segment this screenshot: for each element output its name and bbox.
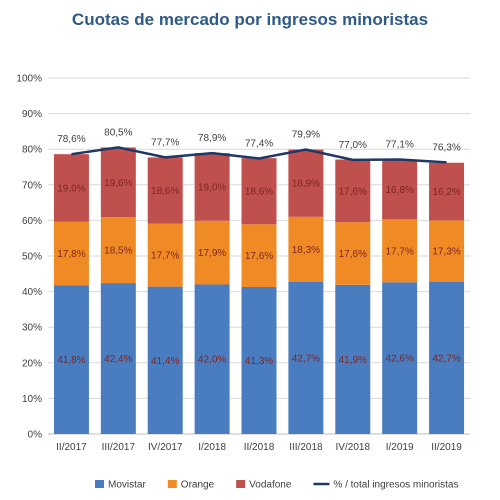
bar-segment-orange <box>382 219 418 283</box>
data-label: 17,6% <box>339 249 367 260</box>
y-tick-label: 20% <box>22 358 42 369</box>
y-tick-label: 60% <box>22 216 42 227</box>
y-tick-label: 90% <box>22 109 42 120</box>
x-tick-label: I/2018 <box>198 442 226 453</box>
data-label: 42,4% <box>104 354 132 365</box>
data-label: 41,8% <box>57 355 85 366</box>
legend-label: Movistar <box>108 480 146 491</box>
bar-segment-movistar <box>194 284 230 434</box>
x-tick-label: II/2017 <box>56 442 87 453</box>
bar-segment-orange <box>288 216 324 282</box>
bar-segment-vodafone <box>335 159 371 223</box>
bar-segment-movistar <box>382 282 418 434</box>
y-tick-label: 10% <box>22 394 42 405</box>
total-label: 80,5% <box>104 127 132 138</box>
total-label: 77,0% <box>339 140 367 151</box>
data-label: 41,4% <box>151 356 179 367</box>
data-label: 19,0% <box>57 184 85 195</box>
bar-segment-movistar <box>429 281 465 434</box>
total-label: 77,1% <box>385 140 413 151</box>
y-tick-label: 80% <box>22 145 42 156</box>
bar-segment-vodafone <box>147 157 183 224</box>
x-tick-label: IV/2017 <box>148 442 183 453</box>
legend-label: Orange <box>181 480 215 491</box>
bar-segment-orange <box>241 224 277 287</box>
data-label: 16,2% <box>432 187 460 198</box>
data-label: 18,3% <box>292 245 320 256</box>
bar-segment-vodafone <box>429 162 465 221</box>
data-label: 18,5% <box>104 246 132 257</box>
bar-segment-orange <box>335 222 371 285</box>
legend-swatch <box>95 480 104 488</box>
data-label: 19,0% <box>198 182 226 193</box>
bar-segment-vodafone <box>53 154 89 222</box>
bar-segment-vodafone <box>382 159 418 220</box>
bar-segment-orange <box>147 223 183 287</box>
x-tick-label: IV/2018 <box>336 442 371 453</box>
legend-label: Vodafone <box>249 480 292 491</box>
legend-swatch <box>236 480 246 488</box>
bar-segment-movistar <box>100 283 136 434</box>
data-label: 17,9% <box>198 248 226 259</box>
data-label: 17,7% <box>151 251 179 262</box>
bar-segment-movistar <box>335 284 371 434</box>
data-label: 42,7% <box>292 353 320 364</box>
data-label: 42,0% <box>198 355 226 366</box>
data-label: 17,3% <box>432 247 460 258</box>
total-label: 76,3% <box>432 142 460 153</box>
data-label: 17,7% <box>385 246 413 257</box>
y-tick-label: 40% <box>22 287 42 298</box>
data-label: 18,6% <box>151 186 179 197</box>
data-label: 17,8% <box>57 249 85 260</box>
total-line <box>71 146 447 164</box>
data-label: 16,8% <box>385 185 413 196</box>
data-label: 41,3% <box>245 356 273 367</box>
data-label: 42,6% <box>385 354 413 365</box>
legend-swatch <box>167 480 177 488</box>
bar-segment-orange <box>194 220 230 285</box>
x-tick-label: II/2019 <box>431 442 462 453</box>
bar-segment-vodafone <box>241 158 277 225</box>
total-label: 79,9% <box>292 130 320 141</box>
data-label: 17,6% <box>245 251 273 262</box>
total-label: 78,6% <box>57 134 85 145</box>
y-tick-label: 0% <box>28 430 43 441</box>
data-label: 19,6% <box>104 178 132 189</box>
x-tick-label: III/2017 <box>102 442 136 453</box>
y-tick-label: 30% <box>22 323 42 334</box>
total-label: 77,4% <box>245 138 273 149</box>
total-label: 78,9% <box>198 133 226 144</box>
bar-segment-vodafone <box>194 153 230 221</box>
bar-segment-movistar <box>241 286 277 434</box>
x-tick-label: II/2018 <box>244 442 275 453</box>
y-tick-label: 50% <box>22 252 42 263</box>
data-label: 42,7% <box>432 353 460 364</box>
bar-segment-vodafone <box>288 149 324 217</box>
legend-label: % / total ingresos minoristas <box>333 480 458 491</box>
data-label: 18,9% <box>292 179 320 190</box>
x-tick-label: III/2018 <box>289 442 323 453</box>
total-label: 77,7% <box>151 137 179 148</box>
chart-title: Cuotas de mercado por ingresos minorista… <box>71 10 429 29</box>
data-label: 18,6% <box>245 187 273 198</box>
data-label: 41,9% <box>339 355 367 366</box>
bar-segment-orange <box>100 217 136 284</box>
x-tick-label: I/2019 <box>386 442 414 453</box>
bar-segment-vodafone <box>100 147 136 218</box>
bar-segment-orange <box>429 220 465 282</box>
y-tick-label: 70% <box>22 180 42 191</box>
y-tick-label: 100% <box>16 74 42 85</box>
bar-segment-orange <box>53 221 89 286</box>
bar-segment-movistar <box>147 286 183 434</box>
data-label: 17,6% <box>339 186 367 197</box>
bar-segment-movistar <box>53 285 89 434</box>
bar-segment-movistar <box>288 281 324 434</box>
